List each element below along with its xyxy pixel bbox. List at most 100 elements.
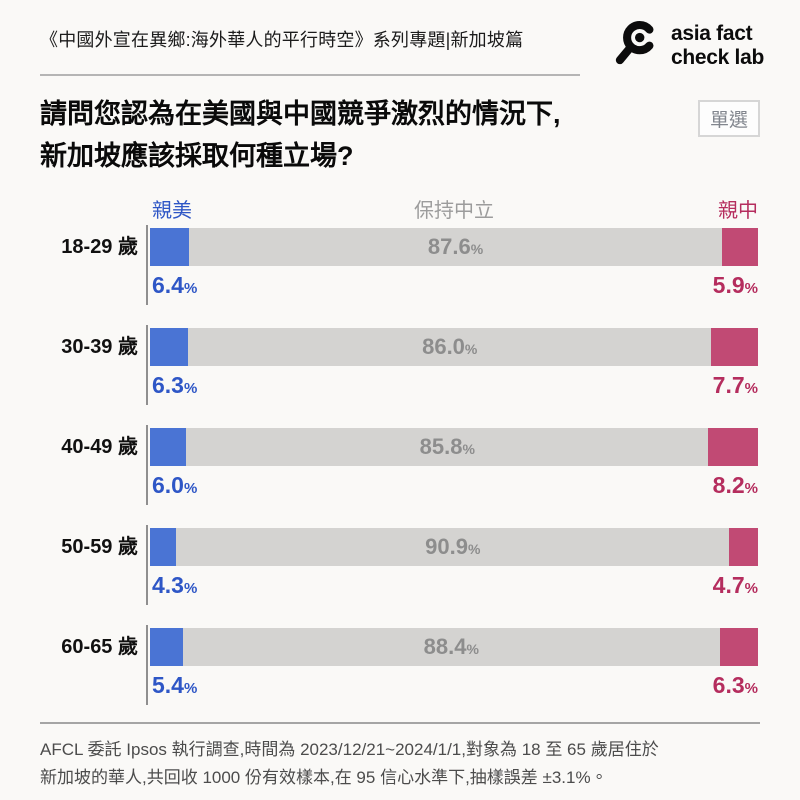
bar-segment-pro-us [150, 428, 187, 466]
bar-segment-pro-china [719, 628, 758, 666]
question-title: 請問您認為在美國與中國競爭激烈的情況下, 新加坡應該採取何種立場? [40, 94, 700, 178]
neutral-value-label: 88.4% [424, 634, 479, 660]
logo-wordmark: asia fact check lab [671, 22, 764, 68]
series-title: 《中國外宣在異鄉:海外華人的平行時空》系列專題|新加坡篇 [40, 30, 524, 50]
neutral-value-label: 86.0% [422, 334, 477, 360]
percent-sign: % [183, 680, 198, 697]
bar-segment-pro-china [711, 328, 758, 366]
question-line2: 新加坡應該採取何種立場? [40, 140, 354, 171]
magnifier-icon [610, 16, 664, 75]
percent-sign: % [183, 380, 198, 397]
logo-line2: check lab [670, 45, 764, 69]
value-number: 4.3 [152, 572, 184, 598]
pro-us-value-label: 6.4% [152, 272, 197, 299]
afcl-logo: asia fact check lab [610, 16, 764, 75]
chart-row-50-59: 50-59 歲 90.9% 4.3% 4.7% [40, 525, 760, 628]
age-label: 18-29 歲 [61, 236, 138, 258]
percent-sign: % [464, 341, 478, 357]
methodology-line2: 新加坡的華人,共回收 1000 份有效樣本,在 95 信心水準下,抽樣誤差 ±3… [40, 768, 608, 788]
pro-us-value-label: 6.3% [152, 372, 197, 399]
bar-segment-pro-china [722, 228, 758, 266]
bar-segment-neutral: 88.4% [182, 628, 720, 666]
value-number: 4.7 [712, 572, 745, 598]
value-number: 7.7 [712, 372, 745, 398]
value-number: 87.6 [427, 234, 471, 259]
chart-row-40-49: 40-49 歲 85.8% 6.0% 8.2% [40, 425, 760, 528]
stacked-bar: 88.4% [150, 628, 758, 666]
axis-tick-line [146, 525, 148, 605]
pro-us-value-label: 4.3% [152, 572, 197, 599]
pro-china-value-label: 7.7% [713, 372, 758, 399]
methodology-note: AFCL 委託 Ipsos 執行調查,時間為 2023/12/21~2024/1… [40, 736, 764, 792]
pro-china-value-label: 6.3% [713, 672, 758, 699]
legend-pro-us: 親美 [152, 200, 192, 222]
value-number: 5.4 [152, 672, 184, 698]
pro-us-value-label: 6.0% [152, 472, 197, 499]
bar-segment-pro-us [150, 528, 177, 566]
value-number: 5.9 [712, 272, 745, 298]
percent-sign: % [470, 241, 484, 257]
axis-tick-line [146, 225, 148, 305]
bar-segment-neutral: 86.0% [188, 328, 712, 366]
value-number: 6.3 [712, 672, 745, 698]
logo-line1: asia fact [670, 22, 753, 46]
stacked-bar: 87.6% [150, 228, 758, 266]
chart-legend: 親美 保持中立 親中 [40, 194, 760, 228]
percent-sign: % [744, 580, 758, 597]
age-label: 40-49 歲 [61, 436, 138, 458]
percent-sign: % [744, 280, 758, 297]
bar-segment-pro-china [708, 428, 758, 466]
value-number: 90.9 [425, 534, 468, 559]
percent-sign: % [183, 280, 198, 297]
bar-segment-pro-us [150, 628, 183, 666]
header-divider [40, 74, 580, 76]
percent-sign: % [744, 680, 758, 697]
bar-segment-neutral: 85.8% [186, 428, 709, 466]
axis-tick-line [146, 325, 148, 405]
value-number: 88.4 [423, 634, 467, 659]
pro-china-value-label: 4.7% [713, 572, 758, 599]
bar-segment-pro-china [729, 528, 758, 566]
percent-sign: % [183, 480, 198, 497]
neutral-value-label: 85.8% [420, 434, 475, 460]
methodology-line1: AFCL 委託 Ipsos 執行調查,時間為 2023/12/21~2024/1… [40, 740, 659, 759]
neutral-value-label: 87.6% [428, 234, 483, 260]
neutral-value-label: 90.9% [425, 534, 480, 560]
percent-sign: % [466, 641, 479, 657]
value-number: 8.2 [712, 472, 745, 498]
stacked-bar: 85.8% [150, 428, 758, 466]
chart-row-18-29: 18-29 歲 87.6% 6.4% 5.9% [40, 225, 760, 328]
pro-us-value-label: 5.4% [152, 672, 197, 699]
single-choice-badge: 單選 [697, 100, 760, 137]
value-number: 86.0 [422, 334, 465, 359]
age-label: 60-65 歲 [61, 636, 138, 658]
percent-sign: % [744, 380, 758, 397]
percent-sign: % [744, 480, 758, 497]
age-label: 50-59 歲 [61, 536, 138, 558]
question-line1: 請問您認為在美國與中國競爭激烈的情況下, [40, 99, 561, 129]
axis-tick-line [146, 625, 148, 705]
footer-divider [40, 722, 760, 724]
legend-neutral: 保持中立 [414, 200, 494, 222]
bar-segment-pro-us [150, 228, 189, 266]
age-label: 30-39 歲 [61, 336, 138, 358]
bar-segment-neutral: 87.6% [188, 228, 723, 266]
bar-segment-neutral: 90.9% [176, 528, 730, 566]
stacked-bar: 86.0% [150, 328, 758, 366]
legend-pro-china: 親中 [718, 200, 758, 222]
chart-row-30-39: 30-39 歲 86.0% 6.3% 7.7% [40, 325, 760, 428]
stacked-bar: 90.9% [150, 528, 758, 566]
value-number: 6.4 [152, 272, 184, 298]
percent-sign: % [183, 580, 198, 597]
percent-sign: % [462, 441, 475, 457]
chart-row-60-65: 60-65 歲 88.4% 5.4% 6.3% [40, 625, 760, 728]
stacked-bar-chart: 親美 保持中立 親中 18-29 歲 87.6% 6.4% 5.9% 30-39… [40, 194, 760, 728]
value-number: 6.0 [152, 472, 184, 498]
value-number: 6.3 [152, 372, 184, 398]
pro-china-value-label: 8.2% [713, 472, 758, 499]
bar-segment-pro-us [150, 328, 189, 366]
pro-china-value-label: 5.9% [713, 272, 758, 299]
percent-sign: % [467, 541, 481, 557]
value-number: 85.8 [419, 434, 463, 459]
axis-tick-line [146, 425, 148, 505]
